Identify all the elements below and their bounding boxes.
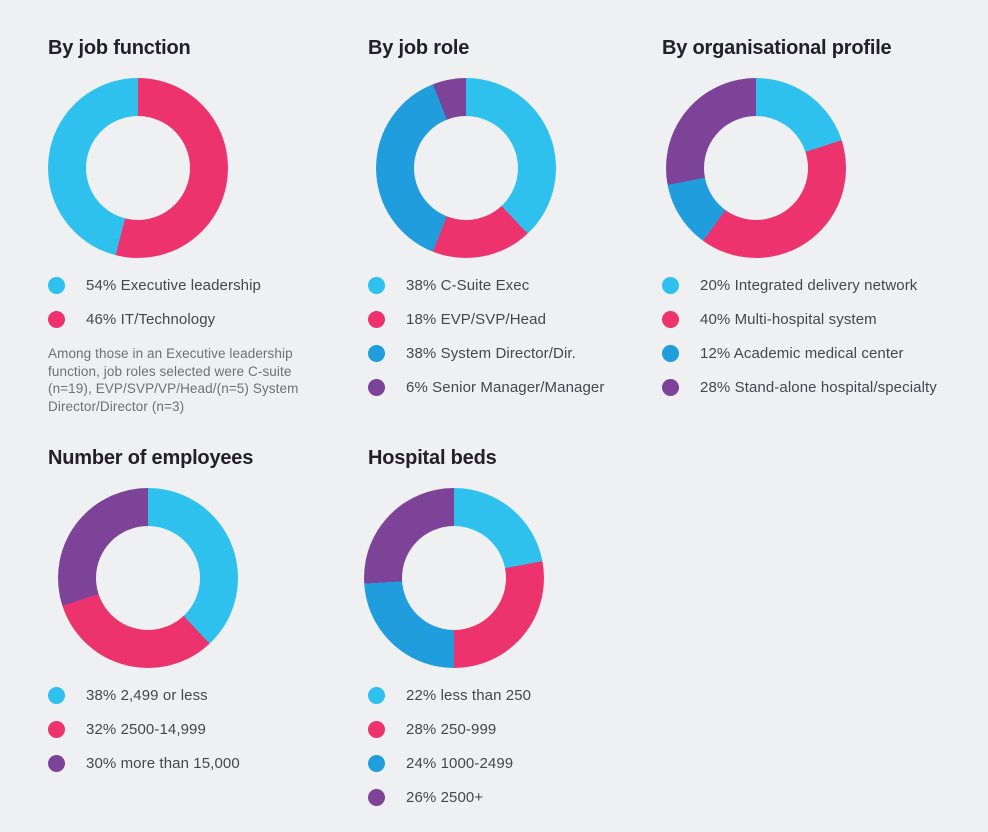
legend-item: 18% EVP/SVP/Head [368,311,670,328]
chart-title: By job function [48,37,191,59]
legend-label: 26% 2500+ [406,789,484,806]
legend-item: 38% C-Suite Exec [368,277,670,294]
legend-color-dot [48,277,65,294]
legend-label: 22% less than 250 [406,687,532,704]
legend-color-dot [662,311,679,328]
legend-item: 6% Senior Manager/Manager [368,379,670,396]
donut-hole [402,526,506,630]
chart-title: Number of employees [48,447,254,469]
donut-chart [376,78,556,258]
legend-item: 22% less than 250 [368,687,670,704]
legend-color-dot [368,755,385,772]
legend-label: 32% 2500-14,999 [86,721,206,738]
legend-label: 6% Senior Manager/Manager [406,379,605,396]
chart-title: Hospital beds [368,447,497,469]
legend-label: 40% Multi-hospital system [700,311,877,328]
legend-label: 12% Academic medical center [700,345,904,362]
legend-item: 38% System Director/Dir. [368,345,670,362]
legend-item: 54% Executive leadership [48,277,350,294]
donut-chart [48,78,228,258]
legend-item: 38% 2,499 or less [48,687,350,704]
donut-chart-section: By job function 54% Executive leadership… [48,34,350,415]
chart-legend: 22% less than 250 28% 250-999 24% 1000-2… [368,687,670,806]
legend-color-dot [48,721,65,738]
legend-color-dot [368,789,385,806]
chart-legend: 54% Executive leadership 46% IT/Technolo… [48,277,350,328]
legend-item: 26% 2500+ [368,789,670,806]
legend-color-dot [368,721,385,738]
legend-color-dot [48,687,65,704]
legend-item: 30% more than 15,000 [48,755,350,772]
legend-color-dot [48,311,65,328]
donut-chart-section: By job role 38% C-Suite Exec 18% EVP/SVP… [368,34,670,413]
legend-label: 28% Stand-alone hospital/specialty [700,379,937,396]
legend-label: 30% more than 15,000 [86,755,240,772]
legend-item: 28% Stand-alone hospital/specialty [662,379,984,396]
legend-item: 46% IT/Technology [48,311,350,328]
legend-label: 28% 250-999 [406,721,497,738]
donut-chart [364,488,544,668]
chart-footnote: Among those in an Executive leadership f… [48,346,299,414]
legend-color-dot [368,311,385,328]
legend-color-dot [368,277,385,294]
legend-label: 18% EVP/SVP/Head [406,311,547,328]
legend-label: 38% C-Suite Exec [406,277,530,294]
legend-color-dot [368,379,385,396]
legend-item: 24% 1000-2499 [368,755,670,772]
legend-label: 54% Executive leadership [86,277,262,294]
donut-chart [666,78,846,258]
legend-item: 12% Academic medical center [662,345,984,362]
legend-color-dot [368,687,385,704]
legend-label: 24% 1000-2499 [406,755,514,772]
legend-color-dot [368,345,385,362]
legend-item: 32% 2500-14,999 [48,721,350,738]
donut-chart-section: Number of employees 38% 2,499 or less 32… [48,444,350,789]
chart-legend: 38% C-Suite Exec 18% EVP/SVP/Head 38% Sy… [368,277,670,396]
chart-legend: 38% 2,499 or less 32% 2500-14,999 30% mo… [48,687,350,772]
legend-color-dot [662,345,679,362]
donut-hole [704,116,808,220]
legend-label: 20% Integrated delivery network [700,277,918,294]
donut-hole [96,526,200,630]
legend-label: 46% IT/Technology [86,311,216,328]
donut-chart-section: By organisational profile 20% Integrated… [662,34,984,413]
donut-chart [58,488,238,668]
legend-item: 20% Integrated delivery network [662,277,984,294]
legend-item: 28% 250-999 [368,721,670,738]
chart-title: By job role [368,37,470,59]
donut-hole [86,116,190,220]
legend-color-dot [662,379,679,396]
legend-label: 38% 2,499 or less [86,687,208,704]
legend-color-dot [48,755,65,772]
chart-legend: 20% Integrated delivery network 40% Mult… [662,277,984,396]
chart-title: By organisational profile [662,37,892,59]
donut-hole [414,116,518,220]
donut-chart-section: Hospital beds 22% less than 250 28% 250-… [364,444,670,823]
legend-label: 38% System Director/Dir. [406,345,576,362]
legend-item: 40% Multi-hospital system [662,311,984,328]
legend-color-dot [662,277,679,294]
